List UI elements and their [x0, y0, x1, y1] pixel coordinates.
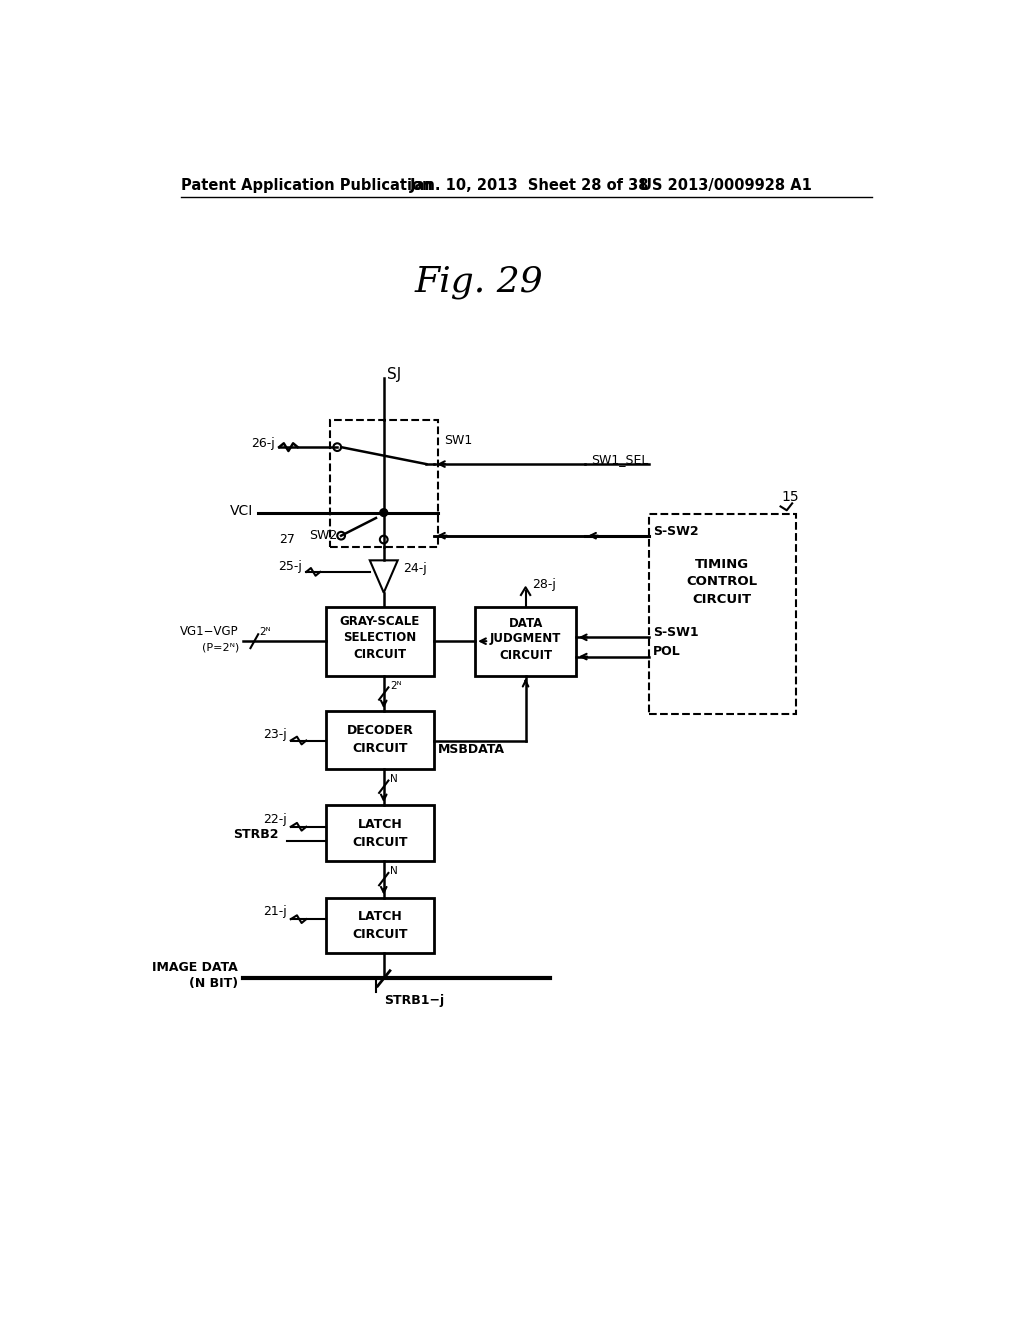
Text: CIRCUIT: CIRCUIT [693, 593, 752, 606]
Text: IMAGE DATA: IMAGE DATA [153, 961, 238, 974]
Text: (N BIT): (N BIT) [188, 977, 238, 990]
Text: 24-j: 24-j [403, 561, 427, 574]
Text: (P=2ᴺ): (P=2ᴺ) [202, 643, 239, 652]
Text: US 2013/0009928 A1: US 2013/0009928 A1 [640, 178, 811, 193]
Text: STRB1−j: STRB1−j [384, 994, 443, 1007]
Text: N: N [390, 866, 397, 876]
Text: DATA: DATA [508, 616, 543, 630]
Text: Patent Application Publication: Patent Application Publication [180, 178, 432, 193]
Text: CIRCUIT: CIRCUIT [353, 648, 407, 661]
Text: 23-j: 23-j [263, 727, 287, 741]
Text: GRAY-SCALE: GRAY-SCALE [340, 615, 420, 628]
Text: SW1_SEL: SW1_SEL [592, 453, 649, 466]
Bar [326, 898, 434, 953]
Text: VG1−VGP: VG1−VGP [180, 626, 239, 639]
Text: S-SW1: S-SW1 [652, 626, 698, 639]
Circle shape [380, 508, 388, 516]
Bar [330, 420, 438, 548]
Text: 26-j: 26-j [252, 437, 275, 450]
Text: CIRCUIT: CIRCUIT [352, 836, 408, 849]
Bar [326, 607, 434, 676]
Bar [326, 805, 434, 861]
Text: VCI: VCI [230, 504, 254, 517]
Text: SW1: SW1 [444, 434, 472, 447]
Text: Fig. 29: Fig. 29 [415, 264, 544, 298]
Text: 25-j: 25-j [279, 560, 302, 573]
Text: 27: 27 [279, 533, 295, 546]
Text: 15: 15 [781, 490, 799, 504]
Text: 2ᴺ: 2ᴺ [260, 627, 271, 638]
Text: CONTROL: CONTROL [687, 576, 758, 589]
Text: 22-j: 22-j [263, 813, 287, 825]
Bar [649, 515, 796, 714]
Text: JUDGMENT: JUDGMENT [489, 632, 561, 645]
Bar [326, 711, 434, 770]
Text: 2ᴺ: 2ᴺ [390, 681, 401, 690]
Text: SELECTION: SELECTION [343, 631, 417, 644]
Text: CIRCUIT: CIRCUIT [352, 928, 408, 941]
Text: LATCH: LATCH [357, 911, 402, 924]
Text: SJ: SJ [387, 367, 401, 381]
Text: Jan. 10, 2013  Sheet 28 of 38: Jan. 10, 2013 Sheet 28 of 38 [410, 178, 649, 193]
Text: POL: POL [652, 645, 680, 659]
Text: N: N [390, 774, 397, 784]
Bar [475, 607, 575, 676]
Text: MSBDATA: MSBDATA [438, 743, 505, 756]
Text: SW2: SW2 [309, 529, 337, 543]
Text: 28-j: 28-j [531, 578, 556, 591]
Text: 21-j: 21-j [263, 906, 287, 917]
Text: S-SW2: S-SW2 [652, 524, 698, 537]
Text: TIMING: TIMING [695, 557, 750, 570]
Text: CIRCUIT: CIRCUIT [352, 742, 408, 755]
Text: STRB2: STRB2 [233, 828, 280, 841]
Text: CIRCUIT: CIRCUIT [499, 648, 552, 661]
Text: LATCH: LATCH [357, 818, 402, 832]
Text: DECODER: DECODER [346, 723, 414, 737]
